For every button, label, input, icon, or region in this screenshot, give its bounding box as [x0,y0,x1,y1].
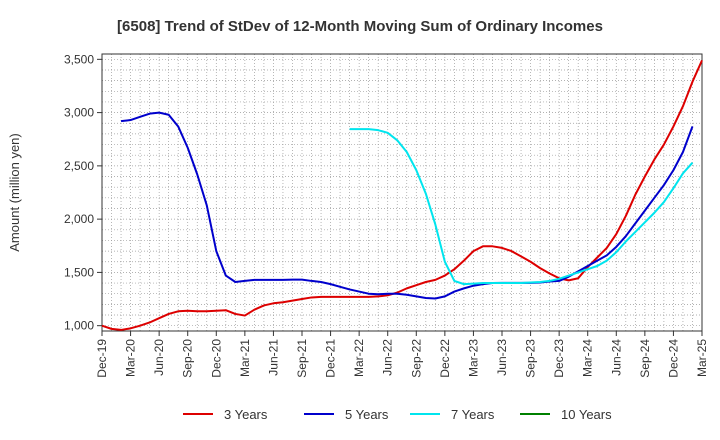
legend-label: 3 Years [224,407,268,422]
x-tick-label: Dec-22 [438,339,452,378]
y-tick-label: 3,000 [64,106,94,120]
x-tick-label: Sep-23 [524,339,538,378]
x-tick-label: Sep-20 [181,339,195,378]
series-line-2 [120,111,694,300]
x-axis: Dec-19 Mar-20 Jun-20 Sep-20 Dec-20 Mar-21 Jun-… [95,331,709,378]
y-tick-label: 2,500 [64,159,94,173]
x-tick-label: Mar-21 [238,339,252,377]
x-tick-label: Jun-21 [266,339,280,376]
x-tick-label: Sep-21 [295,339,309,378]
legend-label: 7 Years [451,407,495,422]
x-tick-label: Mar-24 [581,339,595,377]
x-tick-label: Mar-22 [352,339,366,377]
x-tick-label: Dec-24 [666,339,680,378]
x-tick-label: Mar-25 [695,339,709,377]
series-group [101,59,703,331]
y-tick-label: 1,500 [64,265,94,279]
x-tick-label: Mar-23 [466,339,480,377]
y-axis-label: Amount (million yen) [7,133,22,252]
legend-label: 5 Years [345,407,389,422]
plot-frame [101,53,703,332]
y-tick-label: 1,000 [64,319,94,333]
chart-title: [6508] Trend of StDev of 12-Month Moving… [117,18,603,35]
x-tick-label: Jun-24 [609,339,623,376]
y-axis: 1,000 1,500 2,000 2,500 3,000 3,500 [64,52,102,333]
x-tick-label: Sep-24 [638,339,652,378]
legend: 3 Years 5 Years 7 Years 10 Years [183,407,612,422]
x-tick-label: Jun-20 [152,339,166,376]
series-line-1 [101,59,703,331]
x-tick-label: Dec-21 [324,339,338,378]
legend-label: 10 Years [561,407,612,422]
x-tick-label: Dec-19 [95,339,109,378]
x-tick-label: Dec-20 [209,339,223,378]
series-line-3 [349,128,694,286]
x-tick-label: Mar-20 [124,339,138,377]
x-tick-label: Jun-22 [381,339,395,376]
x-tick-label: Sep-22 [409,339,423,378]
y-tick-label: 2,000 [64,212,94,226]
y-tick-label: 3,500 [64,52,94,66]
x-tick-label: Jun-23 [495,339,509,376]
x-tick-label: Dec-23 [552,339,566,378]
